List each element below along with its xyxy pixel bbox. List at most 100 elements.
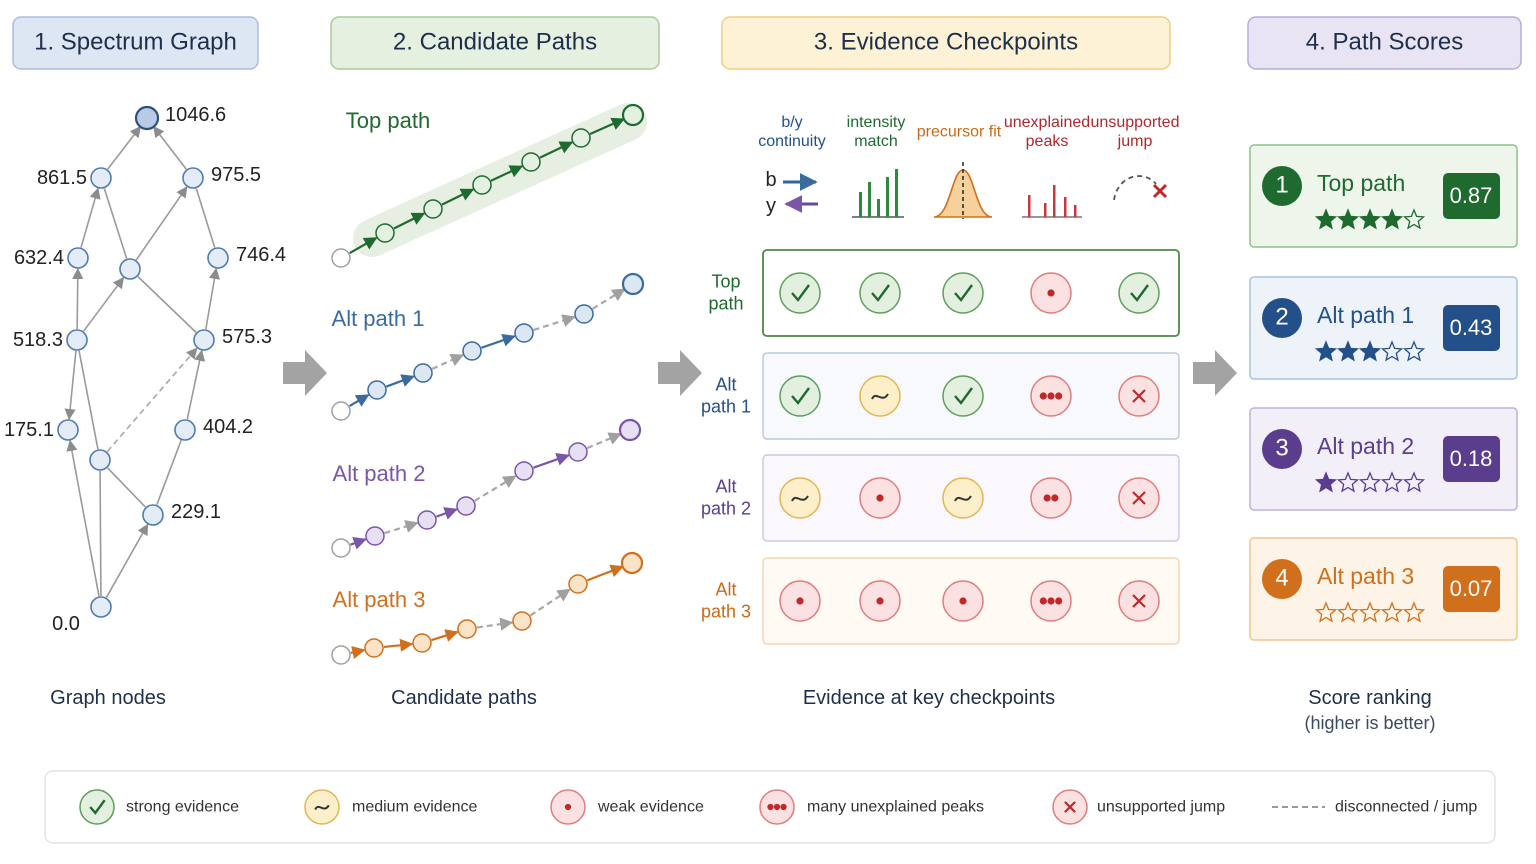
- evidence-icon: [779, 580, 821, 622]
- evidence-icon: [942, 580, 984, 622]
- evidence-icon: [1118, 272, 1160, 314]
- panel-title: 4. Path Scores: [1305, 28, 1464, 56]
- path-node: [568, 442, 588, 462]
- star: [1380, 340, 1404, 362]
- dot: [876, 494, 884, 502]
- tilde: [871, 393, 889, 400]
- evidence-icon: [942, 375, 984, 417]
- panel-title: 1. Spectrum Graph: [34, 28, 237, 56]
- spike: [1028, 195, 1031, 217]
- icon-circle: [779, 375, 821, 417]
- score-box: [1443, 436, 1500, 482]
- star: [1336, 471, 1360, 493]
- path-edge: [589, 117, 626, 135]
- score-box: [1443, 305, 1500, 351]
- graph-edge: [82, 276, 125, 332]
- graph: [57, 105, 229, 618]
- node-label: 404.2: [203, 416, 254, 438]
- star: [1402, 208, 1426, 230]
- node-label: 518.3: [12, 329, 63, 351]
- evidence-icon: [1052, 789, 1088, 825]
- evidence-icon: [779, 272, 821, 314]
- panel-header: [721, 16, 1171, 70]
- evidence-icon: [942, 272, 984, 314]
- path-name: Top path: [1317, 170, 1406, 197]
- graph-node: [119, 258, 141, 280]
- legend-label: weak evidence: [598, 798, 704, 816]
- dot: [1039, 597, 1047, 605]
- path-edge: [350, 537, 367, 550]
- graph-node: [134, 105, 160, 131]
- path-edge: [586, 432, 623, 450]
- graph-edge: [103, 188, 128, 259]
- spike: [868, 182, 871, 217]
- path-edge: [539, 141, 574, 159]
- evidence-icon: [759, 789, 795, 825]
- spike: [1044, 203, 1047, 217]
- jump-x: [1152, 183, 1168, 199]
- path-node: [331, 248, 351, 268]
- evidence-icon: [1118, 375, 1160, 417]
- caption: Score ranking: [1308, 687, 1432, 709]
- dot: [767, 803, 774, 811]
- path-edge: [490, 165, 524, 182]
- node-label: 861.5: [36, 167, 87, 189]
- legend-label: disconnected / jump: [1335, 798, 1478, 816]
- path-edge: [533, 314, 576, 332]
- star: [1358, 471, 1382, 493]
- dot: [1039, 392, 1047, 400]
- graph-edge: [186, 349, 206, 420]
- path-node: [514, 461, 534, 481]
- spike: [895, 169, 898, 217]
- path-node: [521, 152, 541, 172]
- path-node: [331, 401, 351, 421]
- graph-node: [207, 247, 229, 269]
- evidence-icon: [1118, 477, 1160, 519]
- path-edge: [350, 646, 366, 659]
- star: [1314, 471, 1338, 493]
- legend-label: many unexplained peaks: [807, 798, 985, 816]
- path-node: [412, 633, 432, 653]
- dot: [1047, 289, 1055, 297]
- spike: [877, 199, 880, 217]
- path-edge: [586, 564, 624, 582]
- path-node: [472, 175, 492, 195]
- check: [1130, 284, 1149, 302]
- icon-circle: [942, 477, 984, 519]
- path-node: [568, 574, 588, 594]
- path-node: [423, 199, 443, 219]
- star: [1358, 601, 1382, 623]
- score-card: [1249, 537, 1518, 641]
- path-edge: [476, 617, 514, 631]
- path-node: [621, 103, 645, 127]
- dot: [773, 803, 781, 811]
- dot: [1055, 392, 1063, 400]
- candidate-path: [331, 418, 642, 558]
- panel-header: [1247, 16, 1522, 70]
- legend-label: strong evidence: [126, 798, 239, 816]
- graph-edge: [105, 523, 149, 598]
- dot: [959, 597, 967, 605]
- path-label: Alt path 3: [332, 586, 426, 612]
- path-node: [367, 380, 387, 400]
- path-node: [574, 304, 594, 324]
- path-edge: [431, 629, 459, 642]
- icon-circle: [1118, 272, 1160, 314]
- row-label: Alt path 1: [700, 374, 752, 416]
- graph-edge: [156, 440, 182, 505]
- candidate-path: [331, 551, 644, 665]
- evidence-icon: [1030, 375, 1072, 417]
- score-box: [1443, 173, 1500, 219]
- column-icons: [783, 162, 1168, 219]
- dot: [1047, 392, 1055, 400]
- star: [1402, 340, 1426, 362]
- graph-edge: [64, 350, 77, 421]
- tilde: [954, 495, 972, 502]
- spike: [1053, 185, 1056, 217]
- path-edge: [533, 453, 570, 469]
- node-label: 1046.6: [165, 104, 227, 126]
- evidence-icon: [304, 789, 340, 825]
- panel-header: [330, 16, 660, 70]
- node-label: 746.4: [236, 244, 287, 266]
